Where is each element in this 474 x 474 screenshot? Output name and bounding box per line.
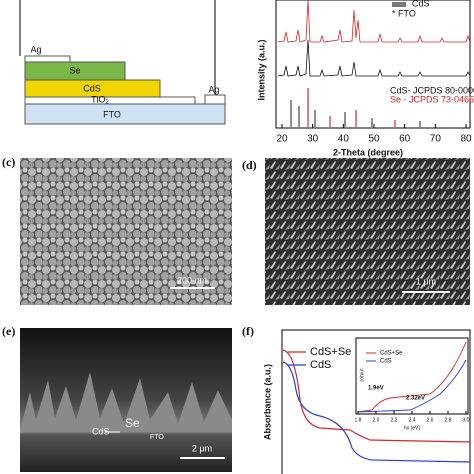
absorbance-curve	[282, 361, 471, 463]
reference-label: CdS- JCPDS 80-0006	[390, 85, 474, 95]
fto-layer	[24, 103, 226, 125]
layer-label: Se	[125, 416, 140, 430]
plot-frame	[281, 329, 471, 474]
inset-frame	[355, 337, 469, 415]
ag-contact	[204, 94, 226, 105]
layer-label: FTO	[103, 109, 121, 119]
reference-sticks	[290, 88, 421, 127]
x-axis-label: 2-Theta (degree)	[333, 147, 403, 157]
reference-label: Se - JCPDS 73-0465	[390, 94, 474, 104]
layer-label: FTO	[150, 434, 164, 441]
legend-entry: CdS	[412, 0, 430, 8]
sem-image	[20, 158, 232, 305]
x-tick-label: 2.0	[373, 417, 380, 423]
tio2-layer	[24, 96, 196, 105]
scale-label: 200 nm	[177, 275, 207, 285]
x-tick-label: 80	[460, 134, 472, 145]
layer-label: Se	[69, 65, 80, 75]
layer-label: CdS	[92, 426, 110, 436]
gap-label: 2.32eV	[406, 396, 425, 402]
x-tick-label: 20	[276, 134, 288, 145]
x-tick-label: 40	[338, 134, 350, 145]
x-tick-label: 1.8	[355, 417, 362, 423]
tauc-curve	[357, 341, 467, 413]
legend-swatch	[392, 2, 406, 7]
gap-label: 1.9eV	[368, 386, 384, 392]
se-layer	[24, 61, 126, 81]
absorbance-curve	[282, 349, 471, 443]
legend-entry: CdS+Se	[310, 346, 351, 358]
panel-label: (f)	[242, 324, 254, 338]
se-crystals	[20, 372, 232, 432]
legend-entry: * FTO	[392, 8, 416, 18]
device-schematic: Ag Se CdS TiO₂ FTO Ag	[19, 0, 226, 125]
legend-entry: CdS+Se	[380, 351, 403, 357]
legend-entry: CdS	[380, 359, 392, 365]
inset-x-label: hν (eV)	[404, 425, 420, 431]
x-tick-label: 70	[430, 134, 442, 145]
x-tick-label: 60	[399, 134, 411, 145]
sem-image	[265, 158, 470, 305]
plot-frame	[275, 0, 471, 129]
x-tick-label: 2.4	[409, 417, 416, 423]
panel-label: (d)	[242, 158, 257, 172]
x-tick-label: 2.6	[427, 417, 434, 423]
inset-y-label: (αhν)²	[359, 368, 365, 382]
x-tick-label: 2.8	[445, 417, 452, 423]
y-axis-label: Absorbance (a.u.)	[262, 364, 272, 440]
layer-label: CdS	[83, 83, 101, 93]
layer-label: Ag	[30, 44, 41, 54]
x-tick-label: 30	[307, 134, 319, 145]
scale-label: 2 μm	[192, 443, 212, 453]
tauc-curve	[357, 359, 467, 413]
ag-contact	[24, 55, 71, 63]
panel-label: (e)	[2, 324, 15, 338]
x-tick-label: 50	[368, 134, 380, 145]
layer-label: TiO₂	[91, 94, 109, 104]
y-axis-label: Intensity (a.u.)	[256, 39, 266, 100]
x-tick-label: 3.0	[463, 417, 470, 423]
legend-entry: CdS	[310, 359, 331, 371]
panel-label: (c)	[2, 155, 15, 169]
layer-label: Ag	[208, 84, 219, 94]
xrd-curve	[277, 39, 471, 77]
xrd-curve	[277, 0, 471, 43]
scale-label: 1 μm	[416, 276, 436, 286]
xrd-panel: CdS * FTO CdS- JCPDS 80-0006 Se - JCPDS …	[256, 0, 474, 157]
inset: CdS+Se CdS 1.9eV 2.32eV (αhν)² hν (eV) 1…	[355, 337, 470, 431]
x-tick-label: 2.2	[391, 417, 398, 423]
